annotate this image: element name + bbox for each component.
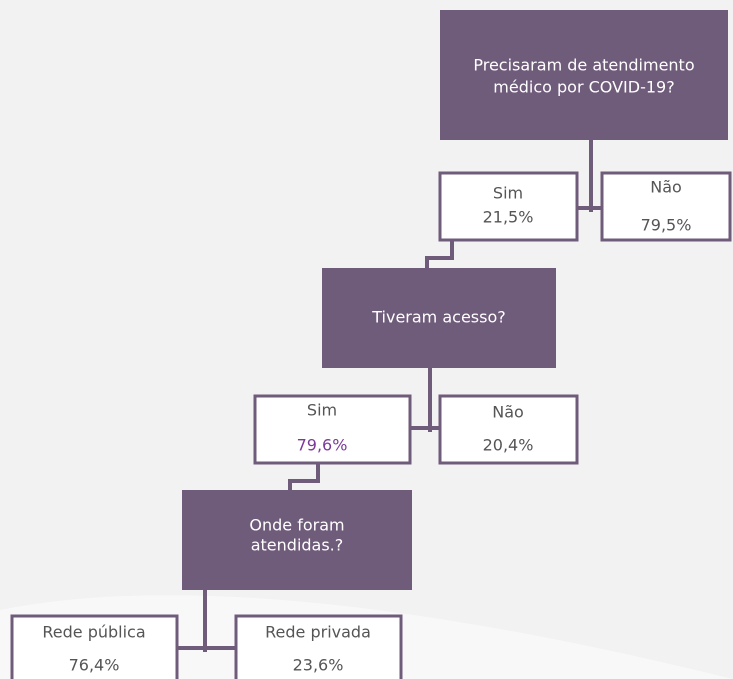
connector xyxy=(410,368,440,432)
node-label: atendidas.? xyxy=(251,536,344,555)
node-value: 21,5% xyxy=(483,208,534,227)
connector xyxy=(177,590,236,652)
node-label: Rede privada xyxy=(265,623,371,642)
answer-box xyxy=(253,394,412,465)
node-label: Não xyxy=(650,178,682,197)
answer-box xyxy=(438,394,579,465)
node-label: Sim xyxy=(493,184,523,203)
node-value: 76,4% xyxy=(69,656,120,675)
node-value: 23,6% xyxy=(293,656,344,675)
question-box xyxy=(182,490,412,590)
question-box xyxy=(440,10,728,140)
node-value: 20,4% xyxy=(483,436,534,455)
answer-box xyxy=(600,171,732,242)
node-value: 79,5% xyxy=(641,216,692,235)
node-label: Onde foram xyxy=(249,516,344,535)
node-value: 79,6% xyxy=(297,436,348,455)
node-label: Não xyxy=(492,403,524,422)
connector xyxy=(425,240,454,268)
answer-box xyxy=(10,614,179,679)
question-box xyxy=(322,268,556,368)
node-label: Sim xyxy=(307,401,337,420)
node-label: médico por COVID-19? xyxy=(493,78,674,97)
node-label: Tiveram acesso? xyxy=(371,308,506,327)
connector xyxy=(288,463,320,490)
answer-box xyxy=(438,171,579,242)
connector xyxy=(577,140,602,212)
node-label: Precisaram de atendimento xyxy=(473,56,694,75)
answer-box xyxy=(234,614,403,679)
node-label: Rede pública xyxy=(42,623,145,642)
